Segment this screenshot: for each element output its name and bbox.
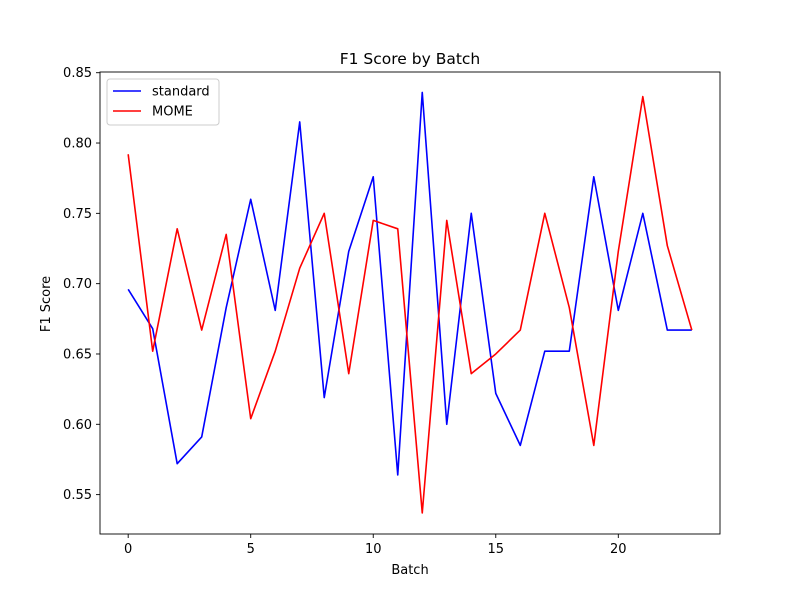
y-tick-label: 0.65 <box>63 347 92 362</box>
y-axis-label: F1 Score <box>39 276 54 332</box>
legend-label-mome: MOME <box>152 105 193 120</box>
axes-frame <box>99 71 721 535</box>
chart-title: F1 Score by Batch <box>340 50 481 68</box>
y-tick-label: 0.80 <box>63 137 92 152</box>
series-line-standard <box>127 91 692 476</box>
x-tick-label: 5 <box>247 542 255 557</box>
legend-label-standard: standard <box>152 85 210 100</box>
x-axis-ticks: 0 5 10 15 20 <box>124 534 627 557</box>
x-tick-label: 0 <box>124 542 132 557</box>
y-tick-label: 0.75 <box>63 207 92 222</box>
y-axis-ticks: 0.55 0.60 0.65 0.70 0.75 0.80 0.85 <box>63 66 100 503</box>
y-tick-label: 0.60 <box>63 418 92 433</box>
series-line-mome <box>127 95 693 514</box>
x-tick-label: 10 <box>365 542 382 557</box>
y-tick-label: 0.85 <box>63 66 92 81</box>
legend: standard MOME <box>106 78 220 126</box>
x-tick-label: 15 <box>487 542 504 557</box>
x-tick-label: 20 <box>610 542 627 557</box>
plot-area <box>99 71 721 535</box>
x-axis-label: Batch <box>391 563 428 578</box>
y-tick-label: 0.55 <box>63 488 92 503</box>
y-tick-label: 0.70 <box>63 277 92 292</box>
